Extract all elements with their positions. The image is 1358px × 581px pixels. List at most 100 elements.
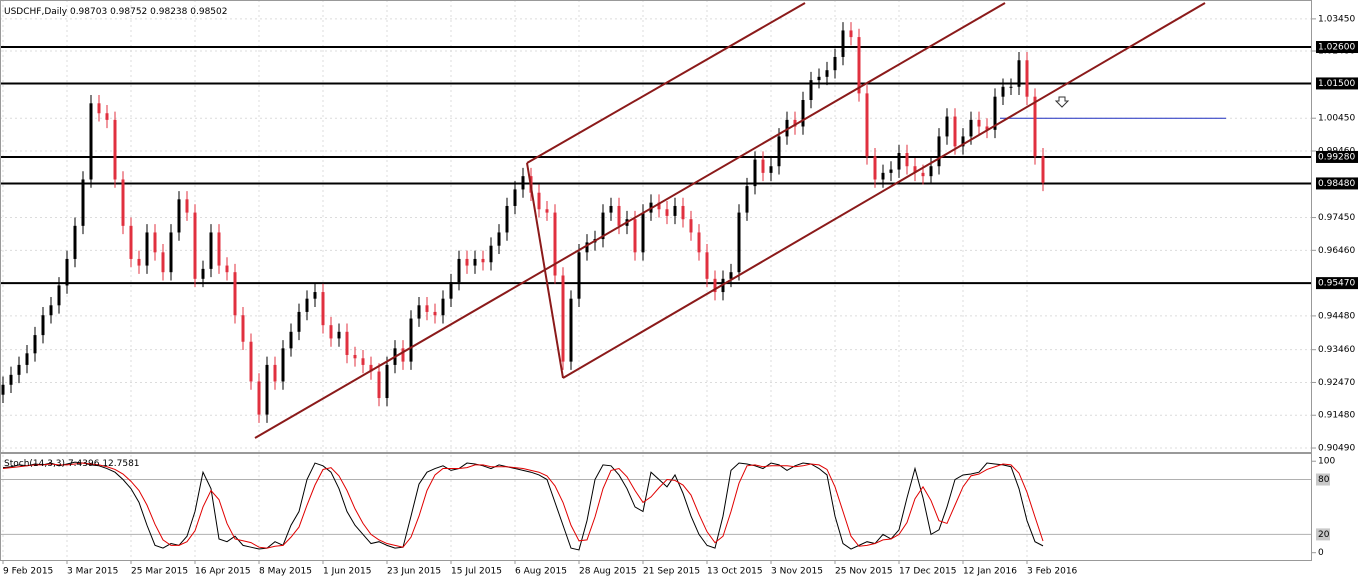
x-tick-label: 25 Nov 2015 <box>835 567 893 577</box>
x-tick-label: 3 Nov 2015 <box>771 567 823 577</box>
candle-body <box>417 305 421 319</box>
candle-body <box>361 358 365 365</box>
candle-body <box>657 202 661 210</box>
candle-body <box>105 113 109 120</box>
candle-body <box>745 186 749 213</box>
candle-body <box>785 119 789 137</box>
stoch-line <box>2 461 1044 551</box>
candle-body <box>313 292 317 299</box>
arrow-icon <box>1054 96 1070 108</box>
x-tick-label: 12 Jan 2016 <box>963 567 1017 577</box>
candle-body <box>41 315 45 336</box>
candle-body <box>553 212 557 276</box>
y-tick-label: 0.97450 <box>1318 213 1355 223</box>
header-open: 0.98703 <box>70 7 107 17</box>
pitchfork-handle <box>526 162 564 379</box>
candle-body <box>737 212 741 273</box>
candle-body <box>697 232 701 253</box>
candle-body <box>1 384 5 395</box>
level-label-box <box>1316 277 1358 290</box>
candle-body <box>305 298 309 312</box>
symbol: USDCHF,Daily <box>4 7 68 17</box>
labels-layer: 1.034501.024801.004500.994600.974500.964… <box>2 14 1358 577</box>
header-high: 0.98752 <box>110 7 147 17</box>
candle-body <box>465 258 469 266</box>
level-label-box <box>1316 41 1358 54</box>
candle-body <box>577 252 581 299</box>
pitchfork-upper <box>526 2 806 164</box>
candle-body <box>273 364 277 382</box>
candle-body <box>289 331 293 349</box>
candle-body <box>641 212 645 253</box>
pitchfork-median <box>254 2 1006 439</box>
candle-body <box>369 364 373 372</box>
level-label: 80 <box>1318 475 1330 485</box>
candle-body <box>401 348 405 362</box>
y-tick-label: 0.90490 <box>1318 444 1355 454</box>
candle-body <box>425 305 429 312</box>
candle-body <box>113 119 117 180</box>
candle-body <box>993 96 997 130</box>
candle-body <box>129 225 133 259</box>
candle-body <box>169 232 173 273</box>
stoch-signal-value: 12.7581 <box>102 459 139 469</box>
level-label: 0.99280 <box>1318 152 1355 162</box>
candle-body <box>73 225 77 259</box>
candle-body <box>1001 86 1005 97</box>
candle-body <box>1033 96 1037 157</box>
candle-body <box>161 252 165 273</box>
candle-body <box>249 341 253 382</box>
level-label-box <box>1316 473 1330 486</box>
candle-body <box>321 292 325 326</box>
candle-body <box>937 136 941 167</box>
header-low: 0.98238 <box>150 7 187 17</box>
level-label: 1.02600 <box>1318 43 1355 53</box>
candle-body <box>241 315 245 342</box>
candle-body <box>145 232 149 266</box>
level-label: 0.98480 <box>1318 179 1355 189</box>
candle-body <box>65 258 69 286</box>
pitchfork <box>254 2 1206 439</box>
candle-body <box>985 126 989 130</box>
candle-body <box>673 205 677 216</box>
candle-body <box>817 76 821 81</box>
x-tick-label: 16 Apr 2015 <box>195 567 251 577</box>
x-tick-label: 9 Feb 2015 <box>3 567 53 577</box>
chart-header: USDCHF,Daily 0.98703 0.98752 0.98238 0.9… <box>4 7 227 17</box>
candle-body <box>49 305 53 316</box>
candle-body <box>121 179 125 226</box>
candle-body <box>969 119 973 137</box>
stoch-pane-frame <box>0 453 1312 561</box>
header-close: 0.98502 <box>190 7 227 17</box>
candle-body <box>977 119 981 127</box>
candle-body <box>545 209 549 213</box>
candle-body <box>569 298 573 362</box>
x-tick-label: 28 Aug 2015 <box>579 567 637 577</box>
candle-body <box>385 364 389 399</box>
y-tick-label: 0.93460 <box>1318 345 1355 355</box>
candle-body <box>209 232 213 269</box>
stoch-header: Stoch(14,3,3) 7.4396 12.7581 <box>4 459 140 469</box>
x-tick-label: 3 Feb 2016 <box>1027 567 1078 577</box>
x-tick-label: 3 Mar 2015 <box>67 567 118 577</box>
x-tick-label: 15 Jul 2015 <box>451 567 502 577</box>
candle-body <box>809 80 813 101</box>
marks-layer <box>0 22 1312 551</box>
candle-body <box>233 272 237 316</box>
candle-body <box>449 282 453 299</box>
candle-body <box>1041 156 1045 183</box>
x-tick-label: 23 Jun 2015 <box>387 567 441 577</box>
candle-body <box>761 159 765 173</box>
arrow-shape <box>1054 96 1070 108</box>
candle-body <box>833 56 837 71</box>
candle-body <box>265 364 269 415</box>
candle-body <box>433 311 437 316</box>
candle-body <box>193 212 197 279</box>
candle-body <box>57 285 61 306</box>
candle-body <box>185 199 189 213</box>
candle-body <box>17 364 21 375</box>
candle-body <box>881 172 885 180</box>
pitchfork-lower <box>562 2 1206 379</box>
